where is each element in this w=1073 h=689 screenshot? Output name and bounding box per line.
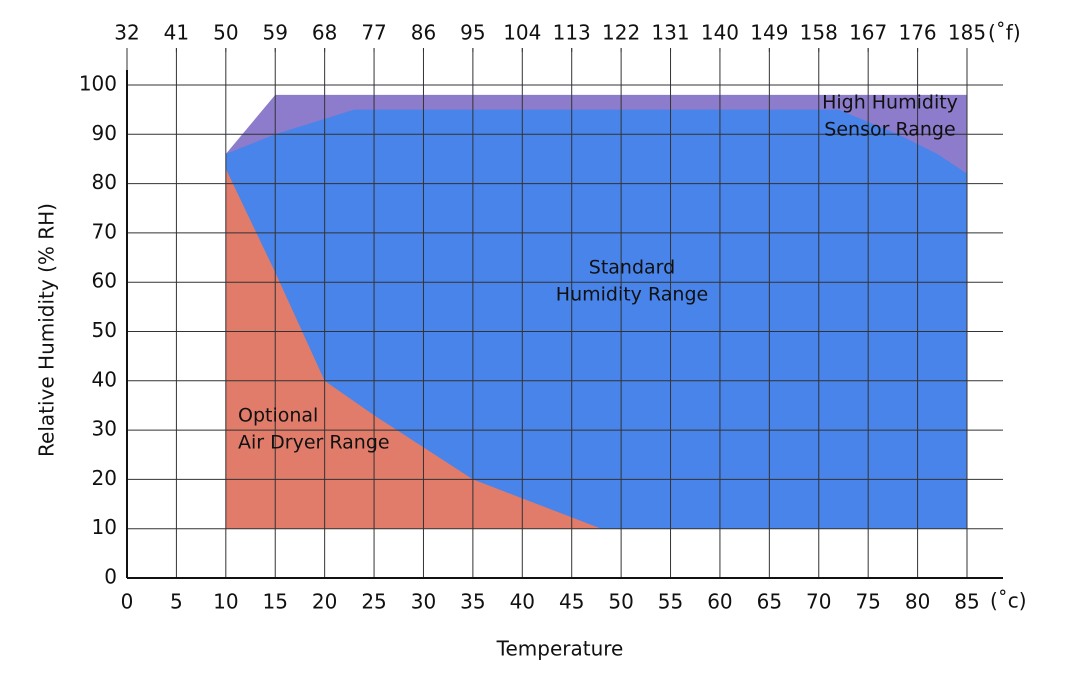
y-tick-label: 20 bbox=[92, 466, 117, 490]
area-label: Humidity Range bbox=[556, 284, 708, 306]
x2-tick-label: 41 bbox=[164, 21, 189, 45]
x-tick-label: 15 bbox=[263, 590, 288, 614]
y-tick-label: 70 bbox=[92, 219, 117, 243]
x-tick-label: 60 bbox=[707, 590, 732, 614]
x2-tick-label: 50 bbox=[213, 21, 238, 45]
x2-tick-label: 122 bbox=[602, 21, 640, 45]
x-tick-label: 55 bbox=[658, 590, 683, 614]
x2-unit: (˚f) bbox=[988, 21, 1021, 45]
x-tick-label: 10 bbox=[213, 590, 238, 614]
area-label: Standard bbox=[589, 257, 675, 279]
x2-tick-label: 131 bbox=[651, 21, 689, 45]
areas bbox=[225, 94, 967, 529]
y-tick-label: 60 bbox=[92, 269, 117, 293]
x-tick-label: 65 bbox=[757, 590, 782, 614]
x-unit: (˚c) bbox=[990, 589, 1027, 613]
x2-tick-label: 185 bbox=[948, 21, 986, 45]
x2-tick-label: 77 bbox=[361, 21, 386, 45]
y-tick-label: 40 bbox=[92, 367, 117, 391]
x2-tick-label: 140 bbox=[701, 21, 739, 45]
y-tick-label: 100 bbox=[79, 72, 117, 96]
y-tick-label: 90 bbox=[92, 121, 117, 145]
area-label: Optional bbox=[238, 405, 318, 427]
x-tick-label: 35 bbox=[460, 590, 485, 614]
x-tick-label: 40 bbox=[510, 590, 535, 614]
y-tick-label: 30 bbox=[92, 417, 117, 441]
x2-tick-label: 149 bbox=[750, 21, 788, 45]
y-tick-label: 50 bbox=[92, 318, 117, 342]
x2-tick-label: 32 bbox=[114, 21, 139, 45]
x2-tick-label: 68 bbox=[312, 21, 337, 45]
x-tick-label: 20 bbox=[312, 590, 337, 614]
x-tick-label: 30 bbox=[411, 590, 436, 614]
x2-tick-label: 86 bbox=[411, 21, 436, 45]
area bbox=[225, 168, 602, 529]
x-tick-label: 50 bbox=[608, 590, 633, 614]
x-tick-label: 70 bbox=[806, 590, 831, 614]
x-axis-title: Temperature bbox=[496, 637, 624, 661]
x-tick-label: 85 bbox=[954, 590, 979, 614]
x-tick-label: 75 bbox=[855, 590, 880, 614]
y-tick-label: 80 bbox=[92, 170, 117, 194]
x2-tick-label: 59 bbox=[263, 21, 288, 45]
x2-tick-label: 104 bbox=[503, 21, 541, 45]
x-tick-label: 25 bbox=[361, 590, 386, 614]
x2-tick-label: 176 bbox=[898, 21, 936, 45]
x-tick-label: 5 bbox=[170, 590, 183, 614]
x2-tick-label: 167 bbox=[849, 21, 887, 45]
area-label: Sensor Range bbox=[824, 119, 955, 141]
x-tick-label: 0 bbox=[121, 590, 134, 614]
x-tick-label: 45 bbox=[559, 590, 584, 614]
area bbox=[225, 109, 967, 529]
x2-tick-label: 95 bbox=[460, 21, 485, 45]
area-label: Air Dryer Range bbox=[238, 432, 390, 454]
y-tick-label: 0 bbox=[104, 565, 117, 589]
y-tick-label: 10 bbox=[92, 515, 117, 539]
x-tick-label: 80 bbox=[905, 590, 930, 614]
x2-tick-label: 158 bbox=[800, 21, 838, 45]
y-axis-title: Relative Humidity (% RH) bbox=[35, 203, 59, 457]
x2-tick-label: 113 bbox=[553, 21, 591, 45]
area-label: High Humidity bbox=[822, 92, 958, 114]
